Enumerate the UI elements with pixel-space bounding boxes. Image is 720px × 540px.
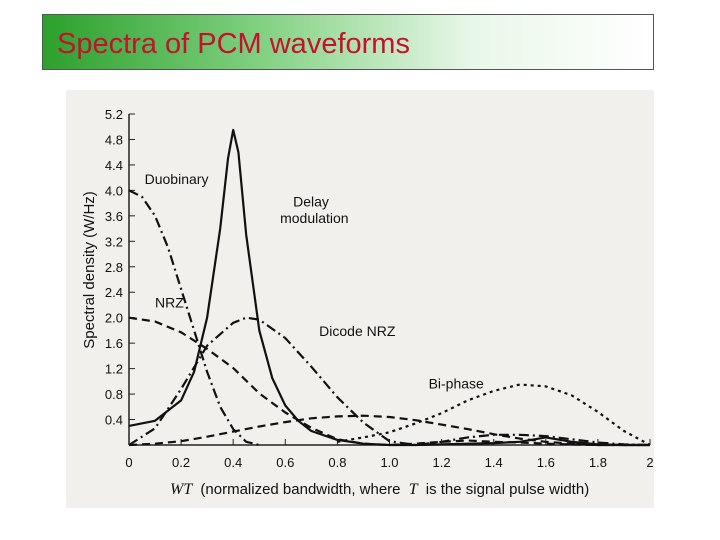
y-tick-label: 4.8 xyxy=(105,132,123,147)
y-tick-label: 4.4 xyxy=(105,158,123,173)
y-axis-ticks: 0.4 0.8 1.2 1.6 2.0 2.4 2.8 3.2 3.6 4.0 4.4 4.8 5.2 xyxy=(105,107,135,428)
x-axis-label-part1: (normalized bandwidth, where xyxy=(200,481,400,498)
x-axis-label-part2: is the signal pulse width) xyxy=(426,481,589,498)
y-tick-label: 2.8 xyxy=(105,260,123,275)
series-line-dicode-nrz xyxy=(128,316,651,447)
y-tick-label: 1.2 xyxy=(105,362,123,377)
x-tick-label: 1.2 xyxy=(433,455,451,470)
series-line-unlabeled-5 xyxy=(337,383,651,446)
x-tick-label: 1.6 xyxy=(537,455,555,470)
x-tick-label: 1.0 xyxy=(380,455,398,470)
spectra-chart: 0.40.81.21.62.02.42.83.23.64.04.44.85.2 … xyxy=(81,107,654,498)
chart-series xyxy=(128,128,651,447)
series-line-bi-phase xyxy=(128,414,650,447)
x-axis-ticks: 0 0.2 0.4 0.6 0.8 1.0 1.2 1.4 1.6 1.8 2 xyxy=(125,439,654,470)
title-banner: Spectra of PCM waveforms xyxy=(42,14,654,70)
y-tick-label: 5.2 xyxy=(105,107,123,122)
series-label: Duobinary xyxy=(145,171,209,187)
y-tick-label: 3.6 xyxy=(105,209,123,224)
y-tick-label: 0.4 xyxy=(105,413,123,428)
y-tick-label: 3.2 xyxy=(105,234,123,249)
series-line-nrz xyxy=(128,316,650,447)
x-axis-label: WT (normalized bandwidth, where T is the… xyxy=(170,481,589,498)
x-tick-label: 0 xyxy=(125,455,132,470)
series-label: Bi-phase xyxy=(429,375,484,391)
x-tick-label: 0.6 xyxy=(276,455,294,470)
y-tick-label: 2.0 xyxy=(105,311,123,326)
slide-title: Spectra of PCM waveforms xyxy=(57,28,410,60)
y-tick-label: 1.6 xyxy=(105,336,123,351)
x-tick-label: 0.2 xyxy=(172,455,190,470)
x-tick-label: 0.8 xyxy=(328,455,346,470)
series-label: Dicode NRZ xyxy=(319,323,396,339)
y-tick-label: 4.0 xyxy=(105,183,123,198)
y-tick-label: 2.4 xyxy=(105,285,123,300)
y-axis-label: Spectral density (W/Hz) xyxy=(81,191,98,349)
x-tick-label: 2 xyxy=(646,455,653,470)
series-label: Delay xyxy=(293,193,329,209)
series-label: modulation xyxy=(280,210,349,226)
x-tick-label: 1.4 xyxy=(485,455,503,470)
series-line-duobinary xyxy=(128,189,260,447)
series-label: NRZ xyxy=(155,295,184,311)
x-axis-label-t: T xyxy=(409,481,419,498)
x-tick-label: 1.8 xyxy=(589,455,607,470)
x-tick-label: 0.4 xyxy=(224,455,242,470)
y-tick-label: 0.8 xyxy=(105,387,123,402)
x-axis-label-wt: WT xyxy=(170,481,193,498)
